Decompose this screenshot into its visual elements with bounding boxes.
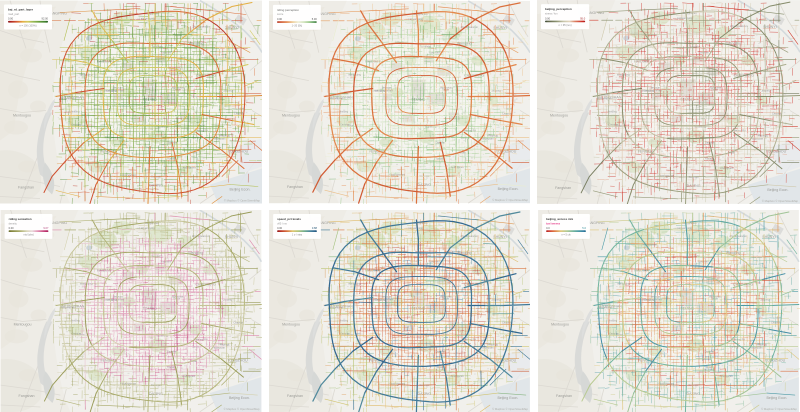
svg-text:Jiugong: Jiugong [223, 89, 233, 93]
svg-text:road_part: road_part [8, 12, 19, 16]
svg-text:Caoqiao: Caoqiao [71, 123, 81, 127]
svg-text:Xidan: Xidan [191, 151, 198, 155]
svg-text:0.00: 0.00 [277, 226, 283, 230]
svg-text:TONGZHOU: TONGZHOU [228, 150, 249, 154]
svg-text:Andingmen: Andingmen [182, 166, 196, 170]
svg-text:Dongzhimen: Dongzhimen [60, 97, 75, 101]
svg-text:Hepingli: Hepingli [220, 134, 230, 138]
svg-text:stress / km: stress / km [545, 12, 558, 16]
svg-text:5.0: 5.0 [582, 226, 586, 230]
svg-text:1–20 (5k): 1–20 (5k) [292, 25, 303, 28]
svg-text:v85 / ms: v85 / ms [277, 221, 287, 225]
svg-text:Tuanjiehu: Tuanjiehu [151, 45, 163, 49]
svg-text:Sihui: Sihui [106, 89, 112, 93]
svg-text:FENGTAI: FENGTAI [100, 150, 115, 154]
svg-text:riding perception: riding perception [277, 8, 299, 12]
svg-text:5.00: 5.00 [312, 17, 318, 21]
svg-text:© Mapbox © OpenStreetMap: © Mapbox © OpenStreetMap [224, 199, 261, 203]
svg-text:score: score [277, 12, 284, 16]
svg-text:Jinsong: Jinsong [71, 110, 80, 114]
svg-text:Beiyuan: Beiyuan [113, 86, 123, 90]
svg-text:95.0: 95.0 [580, 16, 586, 20]
svg-text:mid (obs): mid (obs) [23, 234, 33, 237]
svg-text:bej_rd_part_layer: bej_rd_part_layer [8, 8, 34, 12]
svg-text:beijing_access mix: beijing_access mix [546, 217, 573, 221]
svg-text:0.00: 0.00 [9, 226, 15, 230]
svg-text:n = 95 (rev): n = 95 (rev) [559, 24, 572, 27]
svg-text:speed_pct levels: speed_pct levels [277, 217, 301, 221]
svg-text:n = 5 cls: n = 5 cls [561, 234, 571, 237]
svg-text:9.67: 9.67 [43, 226, 49, 230]
svg-text:Laiguangying: Laiguangying [139, 17, 155, 21]
svg-text:Wudaokou: Wudaokou [172, 86, 185, 90]
svg-text:Dawang Rd: Dawang Rd [194, 129, 208, 133]
svg-text:Wangjing: Wangjing [189, 42, 204, 46]
svg-text:Chaowai: Chaowai [234, 112, 245, 116]
svg-text:low liveness: low liveness [546, 221, 561, 225]
svg-text:Zhongguancun: Zhongguancun [192, 25, 210, 29]
svg-text:Mentougou: Mentougou [13, 114, 31, 118]
svg-text:n = 100 (100%): n = 100 (100%) [19, 24, 36, 27]
svg-text:1 σ / step: 1 σ / step [292, 234, 303, 237]
svg-text:92.00: 92.00 [42, 17, 49, 21]
svg-text:0.00: 0.00 [545, 16, 551, 20]
svg-text:0.00: 0.00 [8, 17, 14, 21]
svg-text:Lize: Lize [219, 133, 224, 137]
svg-text:0.0: 0.0 [546, 226, 550, 230]
svg-text:beijing_perception: beijing_perception [545, 7, 572, 11]
svg-text:Gulou: Gulou [79, 124, 86, 128]
svg-text:Fangshan: Fangshan [18, 186, 34, 190]
svg-text:riding sensation: riding sensation [9, 217, 32, 221]
svg-text:Beijing Econ.: Beijing Econ. [230, 188, 251, 192]
svg-text:CHANGPING: CHANGPING [45, 12, 67, 16]
svg-text:Huangcun: Huangcun [120, 174, 136, 178]
svg-text:0.00: 0.00 [277, 17, 283, 21]
svg-text:0.88: 0.88 [312, 226, 318, 230]
svg-text:Youanmen: Youanmen [112, 89, 125, 93]
svg-text:density: density [9, 221, 18, 225]
